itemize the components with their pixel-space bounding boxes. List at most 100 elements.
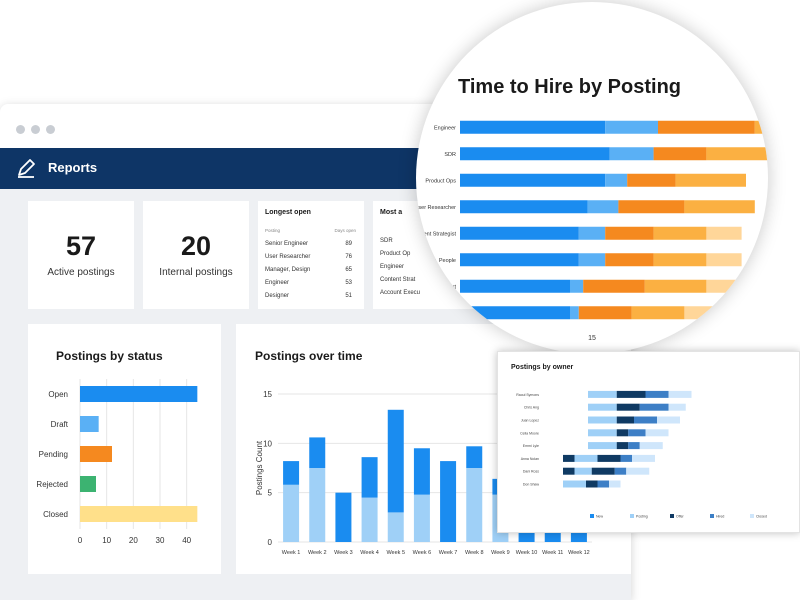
row-value: 51 [345,293,352,299]
bar-segment [361,497,378,542]
bar-segment [387,512,404,542]
table-row[interactable]: Engineer 53 [265,280,356,292]
bar-segment [588,390,617,398]
row-name: User Researcher [265,254,311,260]
x-tick-label: 10 [102,536,111,545]
bar-segment [668,390,692,398]
x-tick-label: 25 [676,335,684,342]
bar-segment [460,173,606,187]
x-tick-label: Week 9 [491,550,510,556]
x-tick-label: Week 11 [542,550,563,556]
legend-label: Hired [716,515,724,519]
bar-segment [706,253,742,267]
bar-segment [616,429,629,437]
table-row[interactable]: Account Execu [380,290,471,302]
table-row[interactable]: Content Strat [380,277,471,289]
bar-segment [620,454,632,462]
legend-label: New [596,515,603,519]
row-value: 89 [345,241,352,247]
bar-segment [668,403,686,411]
nav-title: Reports [48,160,98,175]
active-postings-card[interactable]: 57 Active postings [28,201,134,309]
y-tick-label: 10 [263,439,272,448]
card-title: Most a [380,209,403,216]
bar-segment [626,467,650,475]
y-tick-label: Draft [51,420,69,429]
column-header: Posting [265,228,281,233]
bar-segment [605,253,654,267]
x-tick-label: 20 [129,536,138,545]
bar-segment [460,226,579,240]
row-name: SDR [380,238,393,244]
table-row[interactable]: Manager, Design 65 [265,267,356,279]
postings-by-owner-chart: Raoul Symons Chris Ang Juan Lopez Celia Moo… [516,390,767,519]
bar-segment [570,306,579,320]
y-tick-label: 0 [268,538,273,547]
table-row[interactable]: Designer 51 [265,293,356,305]
bar-segment [706,279,751,293]
bar-segment [440,461,457,542]
bar-segment [588,442,617,450]
card-title: Longest open [265,209,311,216]
bar-segment [653,226,707,240]
legend-label: Offer [676,515,685,519]
window-dot[interactable] [16,125,25,134]
chart-title: Time to Hire by Posting [458,76,681,98]
x-tick-label: Week 4 [360,550,379,556]
table-row[interactable]: Senior Engineer 89 [265,241,356,253]
bar-segment [628,429,646,437]
chart-title: Postings by status [56,349,163,363]
x-tick-label: Week 6 [413,550,432,556]
bar [80,506,198,522]
y-tick-label: Manager, People [416,258,456,264]
internal-postings-card[interactable]: 20 Internal postings [143,201,249,309]
bar-segment [605,120,658,134]
bar-segment [309,437,326,468]
y-tick-label: Juan Lopez [521,419,539,423]
window-dot[interactable] [31,125,40,134]
bar-segment [653,253,707,267]
bar [80,416,99,432]
bar-segment [616,390,646,398]
time-chart: 0 5 10 15 Postings Count Week 1 Week 2 Week 3 We… [255,390,592,556]
bar-segment [563,480,586,488]
bar [80,476,96,492]
y-tick-label: Don Shaw [523,483,540,487]
bar-segment [570,530,587,542]
column-header: Days open [334,228,356,233]
bar-segment [653,147,707,161]
chart-title: Postings over time [255,349,363,363]
bar-segment [466,468,483,542]
y-tick-label: Celia Moore [520,431,539,435]
time-to-hire-chart: Engineer SDR Product Ops User Researcher Con… [416,120,768,342]
bar-segment [684,306,720,320]
y-tick-label: Engineer [434,125,456,131]
table-row[interactable]: Product Op [380,251,471,263]
row-value: 76 [345,254,352,260]
time-to-hire-callout: Time to Hire by Posting Engineer SDR Produ… [416,2,768,354]
y-tick-label: Content Strategist [416,231,456,237]
bar-segment [361,457,378,498]
x-tick-label: Week 12 [568,550,590,556]
legend-label: Closed [756,515,767,519]
x-tick-label: Week 10 [516,550,538,556]
table-row[interactable]: User Researcher 76 [265,254,356,266]
bar-segment [719,306,738,320]
legend-swatch [710,514,714,518]
table-row[interactable]: SDR [380,238,471,250]
legend-label: Posting [636,515,648,519]
legend-swatch [590,514,594,518]
table-row[interactable]: Engineer [380,264,471,276]
bar-segment [574,454,598,462]
y-tick-label: Support [437,284,457,290]
y-tick-label: Chris Ang [524,406,539,410]
bar-segment [588,429,617,437]
window-dot[interactable] [46,125,55,134]
stat-value: 57 [65,231,97,261]
y-tick-label: User Researcher [416,205,456,211]
row-name: Engineer [380,264,405,270]
row-name: Designer [265,293,290,299]
bar-segment [460,253,579,267]
status-chart: 0 10 20 30 40 Open Draft Pending Rejected Closed [36,379,198,545]
row-name: Account Execu [380,290,421,296]
